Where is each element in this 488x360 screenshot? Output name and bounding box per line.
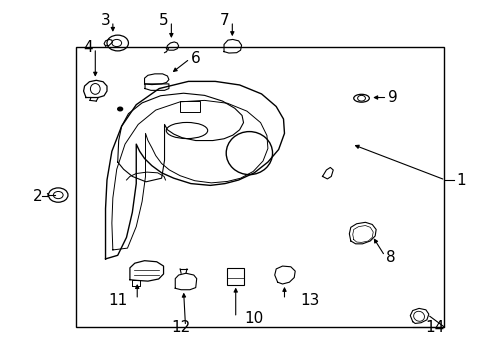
Text: 10: 10 <box>244 311 264 325</box>
Text: 7: 7 <box>220 13 229 28</box>
Circle shape <box>118 107 122 111</box>
Text: 12: 12 <box>171 320 190 334</box>
Text: 1: 1 <box>456 172 465 188</box>
Text: 13: 13 <box>300 293 319 308</box>
Text: 5: 5 <box>159 13 168 28</box>
Bar <box>180 101 199 112</box>
Text: 4: 4 <box>83 40 93 55</box>
Text: 6: 6 <box>190 50 200 66</box>
Bar <box>76 47 444 327</box>
Text: 8: 8 <box>385 249 395 265</box>
Text: 3: 3 <box>101 13 110 28</box>
Bar <box>227 267 244 285</box>
Text: 9: 9 <box>387 90 397 105</box>
Text: 14: 14 <box>424 320 443 334</box>
Text: 11: 11 <box>108 293 127 308</box>
Text: 2: 2 <box>32 189 42 204</box>
